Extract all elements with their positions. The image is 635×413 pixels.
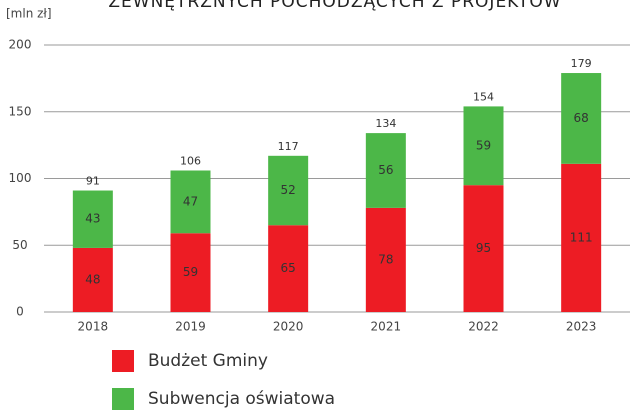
x-tick-label: 2018 (78, 320, 109, 334)
total-label: 106 (180, 154, 201, 167)
data-label: 111 (570, 230, 593, 244)
total-label: 91 (86, 175, 100, 188)
bar-segment (561, 163, 602, 312)
bar-segment (268, 225, 309, 312)
legend-swatch (112, 350, 134, 372)
y-axis-label: [mln zł] (6, 7, 52, 21)
x-tick-label: 2022 (468, 320, 499, 334)
x-tick-label: 2021 (371, 320, 402, 334)
total-label: 179 (571, 57, 592, 70)
total-label: 134 (375, 117, 396, 130)
y-tick-label: 100 (9, 171, 32, 185)
y-tick-label: 200 (9, 38, 32, 52)
chart-title: ZEWNĘTRZNYCH POCHODZĄCYCH Z PROJEKTÓW (108, 0, 561, 12)
legend-label: Subwencja oświatowa (148, 389, 335, 409)
total-label: 154 (473, 90, 494, 103)
y-tick-label: 50 (12, 238, 27, 252)
x-tick-label: 2023 (566, 320, 597, 334)
bar-segment (365, 207, 406, 312)
x-tick-label: 2020 (273, 320, 304, 334)
bar-segment (170, 170, 211, 234)
data-label: 59 (183, 265, 198, 279)
total-label: 117 (278, 140, 299, 153)
y-tick-label: 150 (9, 104, 32, 118)
x-tick-label: 2019 (175, 320, 206, 334)
bar-segment (463, 106, 504, 186)
bar-segment (268, 155, 309, 226)
data-label: 52 (281, 183, 296, 197)
data-label: 48 (85, 272, 100, 286)
bar-segment (365, 133, 406, 208)
data-label: 47 (183, 194, 198, 208)
bar-segment (463, 185, 504, 312)
bar-segment (72, 190, 113, 248)
bar-segment (72, 247, 113, 312)
data-label: 68 (574, 111, 589, 125)
data-label: 95 (476, 241, 491, 255)
data-label: 78 (378, 252, 393, 266)
legend-swatch (112, 388, 134, 410)
y-tick-label: 0 (16, 305, 24, 319)
legend-label: Budżet Gminy (148, 351, 268, 371)
data-label: 56 (378, 163, 393, 177)
bar-segment (561, 73, 602, 164)
data-label: 43 (85, 212, 100, 226)
data-label: 65 (281, 261, 296, 275)
bar-segment (170, 233, 211, 312)
data-label: 59 (476, 138, 491, 152)
